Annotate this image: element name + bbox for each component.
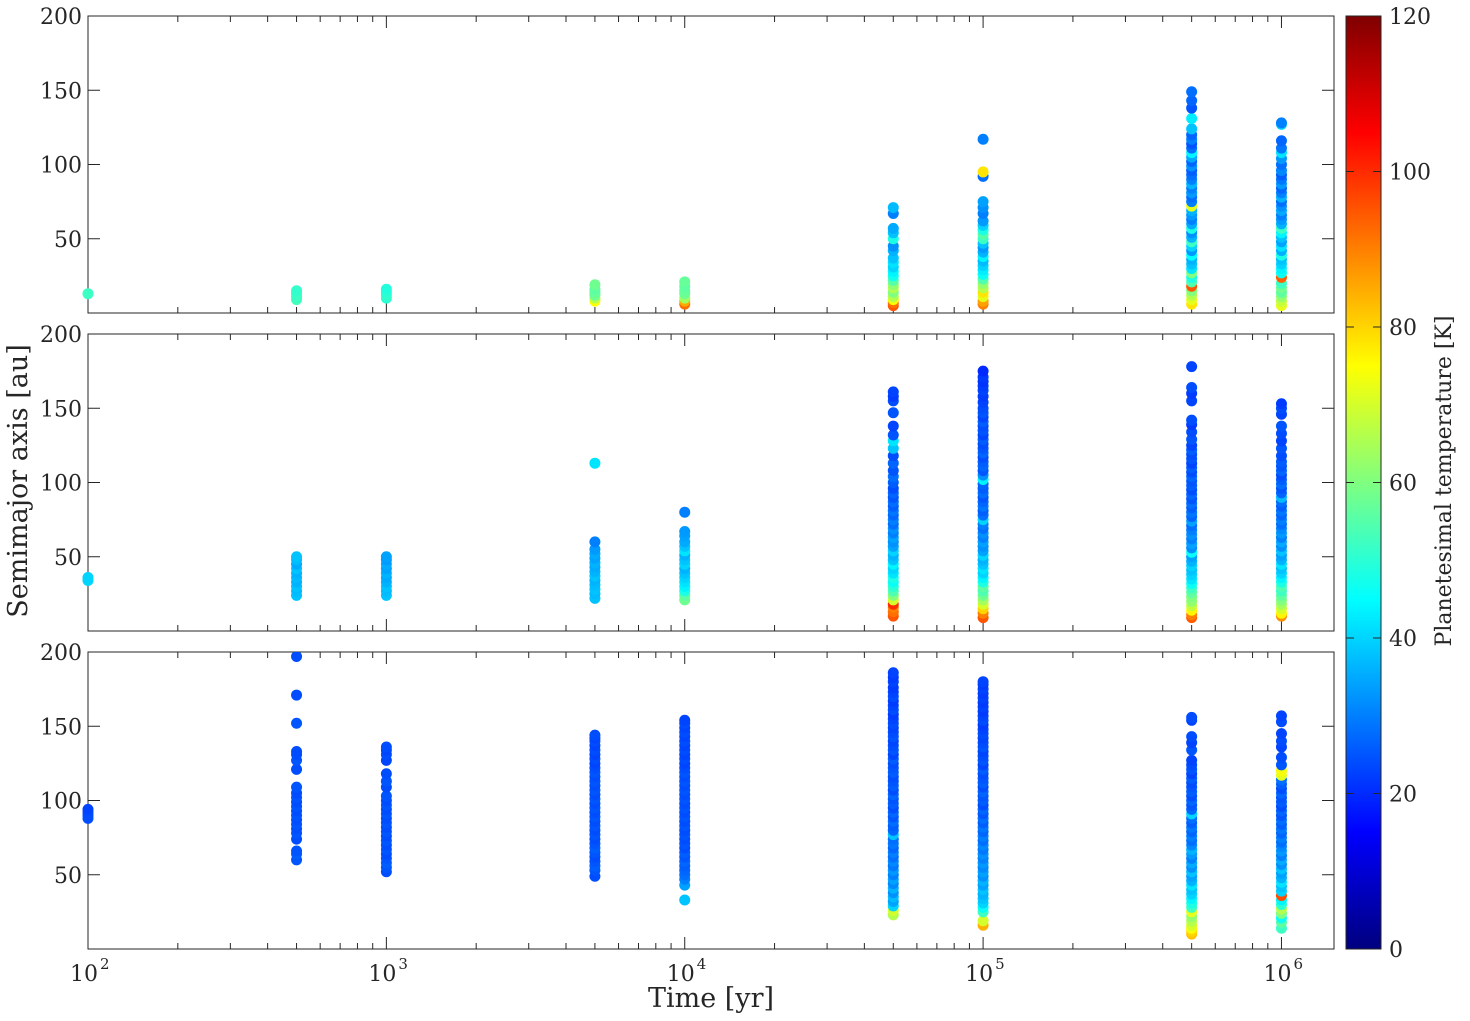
y-tick-label: 100	[40, 472, 82, 497]
points-middle	[82, 361, 1287, 624]
data-point	[291, 781, 303, 793]
data-point	[1186, 381, 1198, 393]
data-point	[1275, 398, 1287, 410]
data-point	[1186, 731, 1198, 743]
x-tick-label: 10	[368, 962, 396, 987]
data-point	[1186, 414, 1198, 426]
y-tick-label: 200	[40, 641, 82, 666]
colorbar-tick-label: 20	[1389, 783, 1417, 808]
data-point	[1275, 728, 1287, 740]
data-point	[291, 652, 303, 662]
data-point	[589, 729, 601, 741]
data-point	[1186, 361, 1198, 373]
x-tick-label: 10	[965, 962, 993, 987]
y-tick-label: 50	[54, 546, 82, 571]
data-point	[1275, 420, 1287, 432]
data-point	[1186, 754, 1198, 766]
data-point	[1275, 751, 1287, 763]
data-point	[291, 763, 303, 775]
data-point	[291, 845, 303, 857]
data-point	[887, 407, 899, 419]
data-point	[380, 551, 392, 563]
data-point	[679, 526, 691, 538]
y-tick-label: 200	[40, 5, 82, 30]
colorbar-tick-label: 40	[1389, 627, 1417, 652]
data-point	[82, 288, 94, 300]
data-point	[589, 279, 601, 291]
data-point	[977, 365, 989, 377]
x-tick-exponent: 5	[995, 955, 1005, 973]
data-point	[887, 222, 899, 234]
data-point	[291, 717, 303, 729]
colorbar-tick-label: 80	[1389, 316, 1417, 341]
y-tick-label: 100	[40, 154, 82, 179]
y-tick-label: 150	[40, 397, 82, 422]
data-point	[1186, 112, 1198, 124]
data-point	[380, 283, 392, 295]
data-point	[380, 741, 392, 753]
colorbar-tick-label: 100	[1389, 161, 1431, 186]
data-point	[589, 457, 601, 469]
data-point	[380, 790, 392, 802]
data-point	[887, 667, 899, 679]
data-point	[1275, 710, 1287, 722]
data-point	[291, 551, 303, 563]
plot-area	[87, 651, 1335, 950]
colorbar-tick-label: 120	[1389, 5, 1431, 30]
x-tick-label: 10	[1263, 962, 1291, 987]
data-point	[977, 915, 989, 927]
y-axis-label: Semimajor axis [au]	[3, 344, 34, 617]
points-bottom	[82, 652, 1287, 940]
data-point	[977, 676, 989, 688]
colorbar: 0 20 40 60 80 100 120 Planetesimal temperature …	[1345, 5, 1457, 963]
x-tick-exponent: 6	[1293, 955, 1303, 973]
data-point	[82, 803, 94, 815]
points-top	[82, 86, 1287, 312]
data-point	[679, 506, 691, 518]
plot-area	[87, 15, 1335, 314]
data-point	[589, 536, 601, 548]
data-point	[291, 285, 303, 297]
x-tick-label: 10	[667, 962, 695, 987]
x-tick-label: 10	[70, 962, 98, 987]
x-tick-exponent: 3	[398, 955, 408, 973]
colorbar-tick-label: 0	[1389, 938, 1403, 963]
colorbar-label: Planetesimal temperature [K]	[1432, 316, 1457, 647]
plot-area	[87, 333, 1335, 632]
data-point	[977, 166, 989, 178]
data-point	[380, 768, 392, 780]
data-point	[291, 745, 303, 757]
y-tick-label: 200	[40, 323, 82, 348]
panel-middle: 50 100 150 200	[40, 323, 1335, 632]
data-point	[291, 689, 303, 701]
data-point	[679, 894, 691, 906]
x-tick-exponent: 2	[100, 955, 110, 973]
data-point	[887, 420, 899, 432]
panel-top: 50 100 150 200	[40, 5, 1335, 314]
data-point	[887, 202, 899, 214]
y-tick-label: 150	[40, 79, 82, 104]
colorbar-tick-label: 60	[1389, 472, 1417, 497]
y-tick-label: 50	[54, 228, 82, 253]
y-tick-label: 150	[40, 715, 82, 740]
data-point	[1275, 135, 1287, 147]
data-point	[887, 429, 899, 441]
data-point	[977, 196, 989, 208]
data-point	[1275, 117, 1287, 129]
data-point	[1186, 86, 1198, 98]
data-point	[977, 133, 989, 145]
data-point	[887, 386, 899, 398]
data-point	[679, 276, 691, 288]
data-point	[1186, 711, 1198, 723]
data-point	[1186, 123, 1198, 135]
y-tick-label: 50	[54, 864, 82, 889]
data-point	[1186, 95, 1198, 107]
x-axis-label: Time [yr]	[648, 983, 774, 1014]
data-point	[679, 714, 691, 726]
data-point	[82, 572, 94, 584]
x-tick-exponent: 4	[697, 955, 707, 973]
y-tick-label: 100	[40, 790, 82, 815]
